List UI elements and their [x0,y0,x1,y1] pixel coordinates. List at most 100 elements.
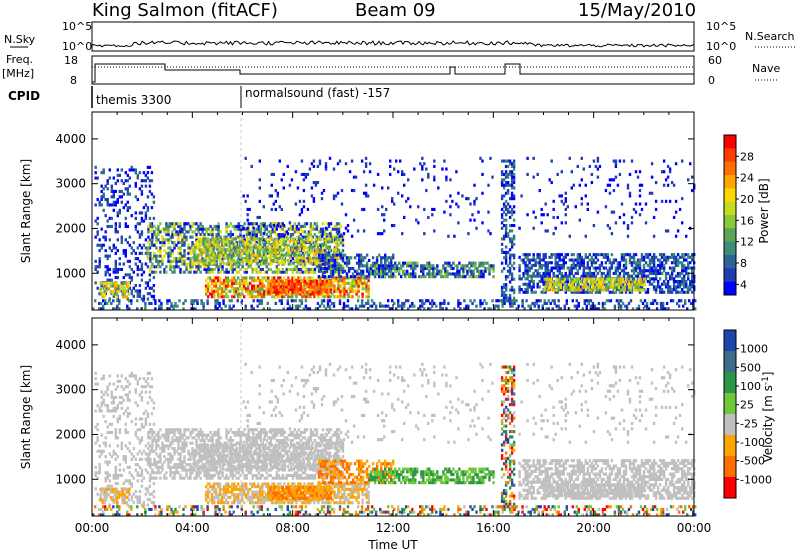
power-cell [506,275,510,279]
power-cell [518,277,521,281]
power-cell [558,263,561,267]
power-cell [306,248,310,252]
power-cell [295,246,299,250]
power-cell [630,269,634,273]
power-cell [167,224,170,228]
power-cell [119,284,122,288]
power-cell [204,237,207,241]
power-cell [140,251,144,255]
power-cell [199,233,202,237]
power-cell [138,171,142,175]
power-cell [312,256,316,260]
power-cell [229,235,232,239]
power-cell [320,197,324,201]
power-cell [325,282,329,286]
power-cell [281,290,284,294]
power-cell [336,162,340,166]
power-cell [563,304,566,308]
power-cell [515,299,518,303]
power-cell [526,271,529,275]
power-cell [614,258,618,262]
power-cell [187,262,190,266]
power-cell [609,299,613,303]
power-cell [436,269,439,273]
power-cell [196,299,199,303]
power-cell [398,267,401,271]
power-cell [672,277,676,281]
power-cell [637,285,641,289]
power-cell [642,255,646,259]
power-cell [685,282,688,286]
power-cell [674,234,678,238]
power-cell [96,176,99,180]
power-cell [666,282,670,286]
power-cell [621,288,625,292]
power-cell [275,290,278,294]
power-cell [322,242,326,246]
power-cell [504,253,508,257]
power-cell [309,233,313,237]
power-cell [313,222,317,226]
power-cell [462,272,465,276]
power-cell [320,250,324,254]
power-cell [564,221,567,225]
power-cell [183,235,186,239]
power-cell [532,253,535,257]
power-cell [616,274,620,278]
power-cell [608,261,612,265]
power-cell [140,230,144,234]
power-cell [277,238,280,242]
power-cell [623,285,627,289]
power-cell [218,240,221,244]
power-cell [293,285,297,289]
power-cell [263,230,266,234]
power-cell [270,207,273,211]
power-cell [128,265,131,269]
power-cell [226,295,230,299]
power-cell [98,265,101,269]
power-cell [159,251,162,255]
power-cell [375,269,379,273]
power-cell [275,295,278,299]
power-cell [630,255,634,259]
power-cell [157,224,160,228]
power-cell [506,207,510,211]
power-cell [300,245,304,249]
power-cell [132,168,135,172]
power-cell [155,265,158,269]
power-cell [317,295,320,299]
power-cell [489,232,492,236]
power-cell [276,250,279,254]
power-cell [313,288,317,292]
power-cell [686,307,689,311]
power-cell [592,266,596,270]
power-cell [551,280,554,284]
power-cell [189,259,192,263]
power-cell [532,156,535,160]
power-cell [268,248,271,252]
power-cell [149,270,152,274]
power-cell [603,307,607,311]
power-cell [258,240,261,244]
power-cell [508,215,512,219]
power-cell [678,207,682,211]
power-cell [203,257,206,261]
power-cell [493,307,496,311]
power-cell [257,284,260,288]
power-cell [615,299,619,303]
power-cell [256,304,259,308]
power-cell [500,178,504,182]
power-cell [472,275,475,279]
power-cell [236,299,239,303]
power-cell [369,269,373,273]
power-cell [235,289,238,293]
power-cell [622,213,626,217]
power-cell [687,178,690,182]
power-cell [482,269,485,273]
power-cell [241,284,244,288]
power-cell [177,235,180,239]
power-cell [508,253,512,257]
power-cell [532,274,535,278]
power-cell [447,301,450,305]
power-cell [104,249,107,253]
